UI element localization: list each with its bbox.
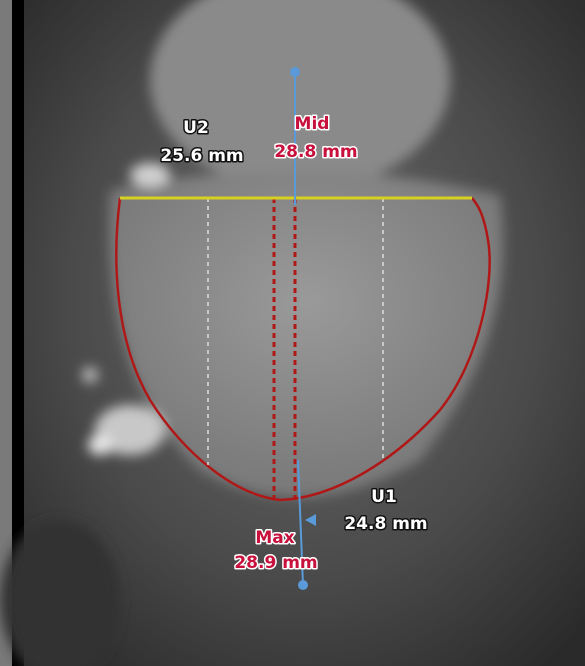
handle[interactable]: [290, 67, 300, 77]
contour: [115, 197, 491, 502]
label: Max: [255, 528, 294, 548]
axis-bottom: [297, 459, 304, 586]
measurement: 25.6 mm: [160, 146, 243, 166]
measurement: 28.8 mm: [274, 142, 357, 162]
handle[interactable]: [298, 580, 308, 590]
label: U1: [371, 487, 397, 507]
marker: [305, 514, 316, 526]
divider: [12, 0, 24, 666]
label: Mid: [295, 114, 330, 134]
label: U2: [183, 118, 209, 138]
measurement: 24.8 mm: [344, 514, 427, 534]
side-panel: [0, 0, 12, 666]
measurement: 28.9 mm: [234, 553, 317, 573]
